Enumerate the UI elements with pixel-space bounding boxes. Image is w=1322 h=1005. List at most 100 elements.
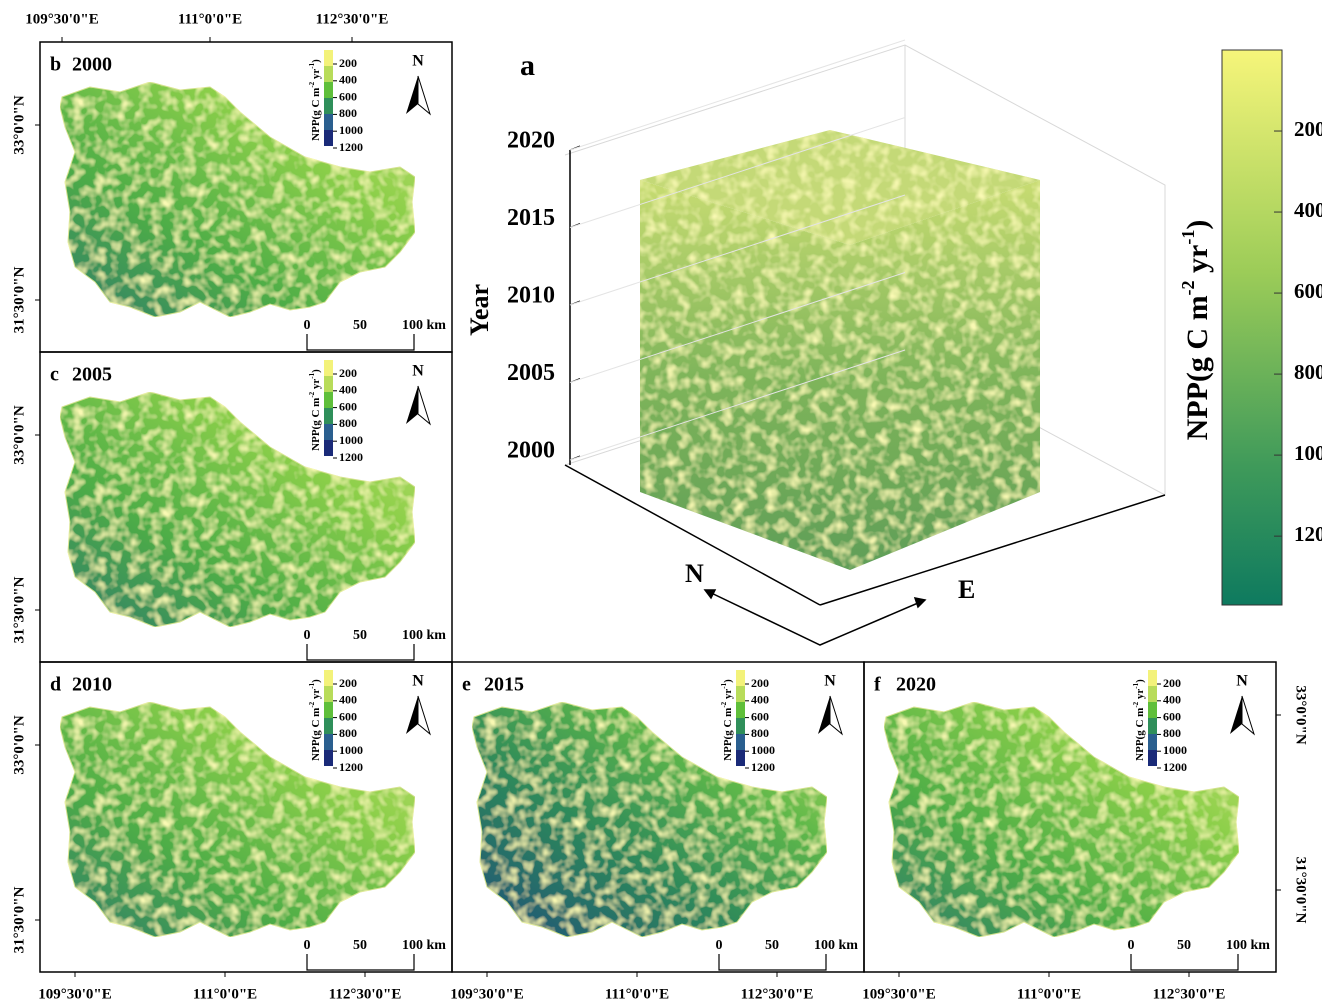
legend-title-part: yr <box>310 69 322 82</box>
legend-band <box>736 686 745 702</box>
legend-band <box>324 734 333 750</box>
lon-label: 111°0'0"E <box>605 986 669 1002</box>
legend-band <box>324 50 333 66</box>
legend-title-part: ) <box>310 369 322 373</box>
legend-tick-label: 800 <box>339 726 357 740</box>
legend-tick-label: 800 <box>339 106 357 120</box>
legend-tick-label: 800 <box>1163 726 1181 740</box>
scale-label: 100 km <box>1226 938 1270 953</box>
north-arrow <box>818 696 830 734</box>
north-arrow <box>418 696 430 734</box>
scale-label: 100 km <box>402 318 446 333</box>
legend-band <box>324 376 333 392</box>
colorbar-tick-label: 1000 <box>1294 441 1322 465</box>
lat-label: 31°30'0"N <box>1293 857 1309 924</box>
title-sup: -1 <box>1178 230 1198 245</box>
north-arrow <box>830 696 842 734</box>
map-panel: c200520040060080010001200NPP(g C m-2 yr-… <box>40 352 452 662</box>
north-label: N <box>412 673 424 690</box>
legend-title-part: ) <box>722 679 734 683</box>
legend-tick-label: 400 <box>339 693 357 707</box>
lon-label: 109°30'0"E <box>25 11 99 27</box>
region-map <box>472 702 827 937</box>
legend-band <box>1148 702 1157 718</box>
colorbar-tick-label: 200 <box>1294 117 1322 141</box>
north-label: N <box>412 363 424 380</box>
lat-label: 33°0'0"N <box>1293 685 1309 744</box>
legend-tick-label: 400 <box>339 73 357 87</box>
legend-band <box>324 408 333 424</box>
colorbar-tick-label: 600 <box>1294 279 1322 303</box>
colorbar <box>1222 50 1282 605</box>
panel-letter: e <box>462 674 471 696</box>
scale-bar <box>307 334 414 350</box>
legend-band <box>324 702 333 718</box>
y-tick-label: 2005 <box>507 360 555 386</box>
legend-tick-label: 400 <box>1163 693 1181 707</box>
legend-band <box>324 670 333 686</box>
legend-band <box>324 130 333 146</box>
lat-label: 33°0'0"N <box>11 715 27 774</box>
lon-label: 112°30'0"E <box>329 986 402 1002</box>
title-sup: -2 <box>1178 280 1198 295</box>
lon-label: 109°30'0"E <box>38 986 112 1002</box>
map-panel: b200020040060080010001200NPP(g C m-2 yr-… <box>40 42 452 352</box>
lon-label: 112°30'0"E <box>1153 986 1226 1002</box>
legend-title-part: yr <box>722 689 734 702</box>
lon-label: 109°30'0"E <box>862 986 936 1002</box>
scale-label: 100 km <box>814 938 858 953</box>
legend-title-part: NPP(g C m <box>722 708 734 761</box>
y-tick-label: 2000 <box>507 438 555 464</box>
legend-band <box>324 82 333 98</box>
legend-tick-label: 1200 <box>339 760 363 774</box>
scale-bar <box>307 954 414 970</box>
cube-slabs <box>640 130 1040 570</box>
scale-bar <box>307 644 414 660</box>
panel-label: a <box>520 49 535 82</box>
panel-year: 2010 <box>72 674 112 696</box>
legend-title: NPP(g C m-2 yr-1) <box>308 59 322 141</box>
colorbar-tick-label: 800 <box>1294 360 1322 384</box>
y-tick-label: 2010 <box>507 283 555 309</box>
north-arrow <box>418 386 430 424</box>
legend-title: NPP(g C m-2 yr-1) <box>308 679 322 761</box>
legend-band <box>324 392 333 408</box>
legend-tick-label: 200 <box>751 676 769 690</box>
map-panel: e201520040060080010001200NPP(g C m-2 yr-… <box>452 662 864 972</box>
lon-label: 112°30'0"E <box>316 11 389 27</box>
legend-title-part: NPP(g C m <box>310 708 322 761</box>
lon-label: 112°30'0"E <box>741 986 814 1002</box>
legend-title-part: NPP(g C m <box>310 88 322 141</box>
panel-letter: c <box>50 364 59 386</box>
panel-letter: b <box>50 54 61 76</box>
legend-tick-label: 1200 <box>1163 760 1187 774</box>
legend-tick-label: 1000 <box>339 123 363 137</box>
scale-label: 50 <box>353 938 367 953</box>
scale-label: 0 <box>304 628 311 643</box>
colorbar-tick-label: 400 <box>1294 198 1322 222</box>
legend-tick-label: 1000 <box>1163 743 1187 757</box>
panel-year: 2000 <box>72 54 112 76</box>
legend-title-part: ) <box>310 679 322 683</box>
title-part: yr <box>1181 245 1214 281</box>
legend-tick-label: 600 <box>1163 709 1181 723</box>
legend-title-part: NPP(g C m <box>1134 708 1146 761</box>
scale-label: 50 <box>1177 938 1191 953</box>
panel-year: 2020 <box>896 674 936 696</box>
legend-band <box>324 440 333 456</box>
legend-tick-label: 600 <box>339 399 357 413</box>
legend-band <box>1148 670 1157 686</box>
lon-label: 111°0'0"E <box>193 986 257 1002</box>
lon-label: 111°0'0"E <box>178 11 242 27</box>
scale-label: 0 <box>304 938 311 953</box>
legend-title: NPP(g C m-2 yr-1) <box>1132 679 1146 761</box>
legend-tick-label: 600 <box>339 89 357 103</box>
colorbar-title: NPP(g C m-2 yr-1) <box>1178 220 1214 441</box>
legend-title-part: yr <box>310 379 322 392</box>
legend-tick-label: 200 <box>339 366 357 380</box>
legend-band <box>324 718 333 734</box>
scale-label: 50 <box>353 318 367 333</box>
legend-band <box>736 750 745 766</box>
legend-band <box>1148 686 1157 702</box>
